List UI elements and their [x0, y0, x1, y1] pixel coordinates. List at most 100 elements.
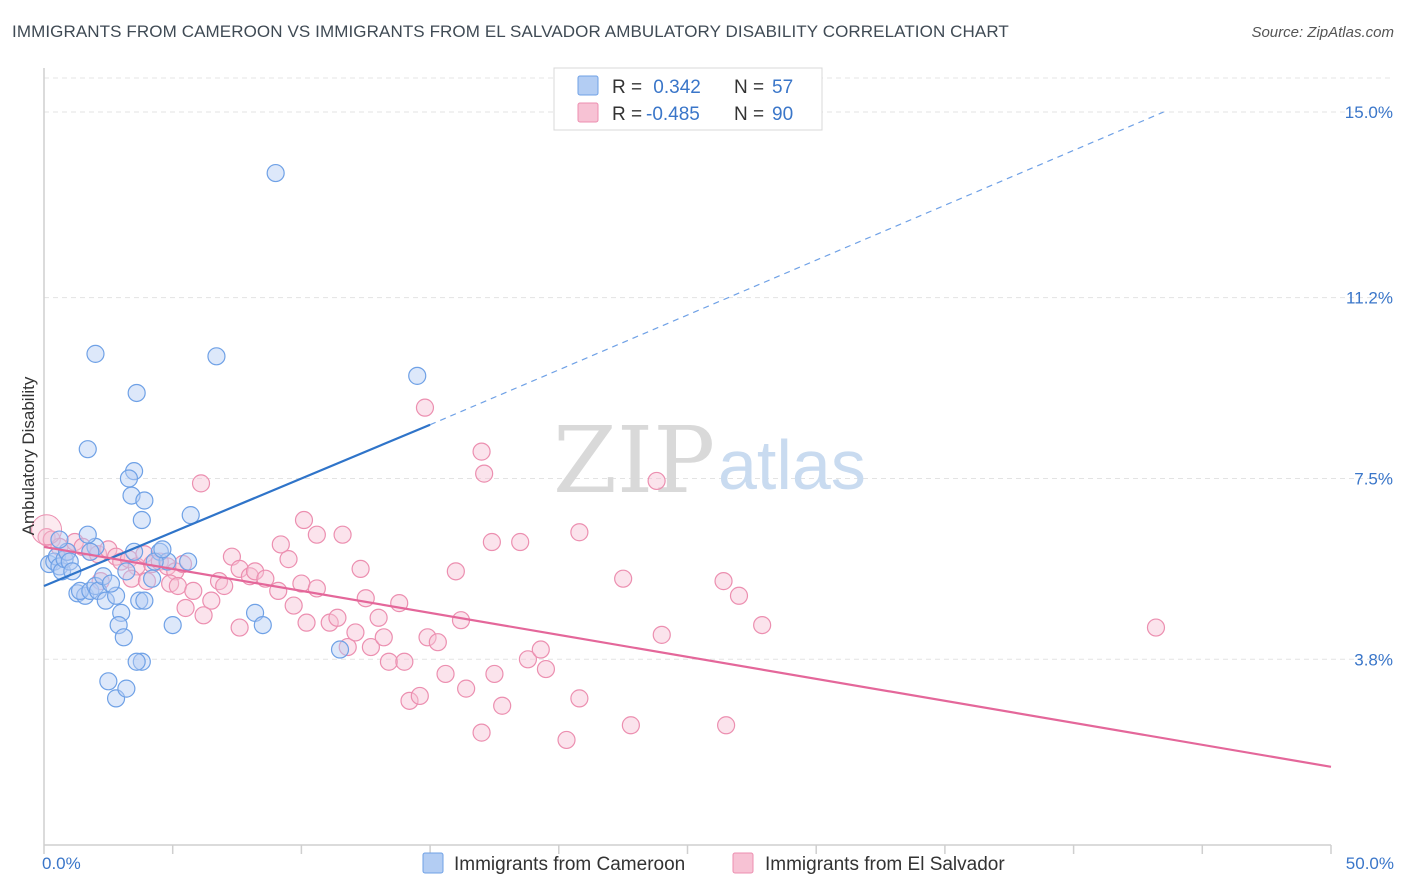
y-axis-title: Ambulatory Disability: [19, 376, 38, 535]
data-point: [472, 723, 491, 742]
data-point: [150, 542, 169, 561]
data-point: [191, 474, 211, 493]
x-axis-ticks: [43, 845, 1332, 854]
data-point: [531, 640, 550, 659]
data-point-cluster: [31, 514, 63, 546]
correlation-legend: R = 0.342 N = 57 R = -0.485 N = 90: [553, 67, 823, 131]
data-point: [176, 598, 195, 618]
data-point: [647, 471, 666, 491]
data-point: [279, 550, 298, 569]
data-point: [163, 615, 182, 635]
legend-pink-r-label: R =: [612, 104, 647, 125]
data-point: [143, 569, 162, 588]
data-point: [415, 398, 435, 417]
y-tick-label: 11.2%: [1346, 289, 1393, 308]
data-point: [408, 366, 427, 385]
legend-blue-r-label: R =: [612, 77, 647, 98]
data-point: [518, 650, 538, 669]
data-point: [81, 542, 100, 561]
data-point: [117, 679, 136, 698]
data-point: [557, 730, 576, 750]
data-point: [717, 716, 736, 735]
data-point: [127, 652, 146, 671]
legend-swatch-pink: [577, 102, 599, 123]
data-point: [78, 525, 97, 544]
data-point: [245, 562, 265, 581]
data-point: [132, 652, 151, 671]
data-point: [614, 569, 633, 588]
data-point: [753, 615, 772, 635]
data-point: [168, 576, 187, 596]
cameroon-points: [40, 163, 427, 708]
y-tick-label: 3.8%: [1354, 650, 1393, 669]
data-point: [153, 540, 172, 559]
bottom-legend-pink-label: Immigrants from El Salvador: [765, 854, 1005, 875]
data-point: [307, 525, 326, 544]
cameroon-trend-line: [43, 423, 431, 588]
data-point: [202, 591, 221, 610]
data-point: [271, 535, 290, 554]
data-point: [94, 567, 113, 586]
legend-blue-n-label: N =: [734, 77, 769, 98]
data-point: [266, 163, 285, 183]
data-point: [328, 608, 347, 627]
el-salvador-points: [31, 398, 1166, 750]
data-point: [114, 628, 133, 647]
data-point: [119, 469, 139, 488]
data-point: [135, 491, 154, 510]
data-point: [361, 637, 380, 657]
data-point: [356, 589, 375, 608]
data-point: [81, 581, 100, 600]
data-point: [99, 672, 118, 691]
data-point: [1146, 618, 1166, 637]
data-point: [493, 696, 512, 715]
data-point: [184, 581, 203, 600]
data-point: [215, 576, 234, 596]
data-point: [436, 664, 455, 684]
y-tick-label: 15.0%: [1345, 103, 1393, 122]
data-point: [330, 640, 350, 659]
data-point: [117, 562, 136, 581]
data-point: [570, 523, 589, 542]
data-point: [475, 464, 494, 483]
data-point: [511, 532, 530, 552]
data-point: [482, 532, 501, 552]
data-point: [135, 591, 154, 610]
el-salvador-trend-line: [43, 545, 1332, 768]
data-point: [230, 559, 249, 578]
data-point: [621, 716, 640, 735]
legend-blue-n-value: 57: [772, 77, 793, 98]
data-point: [410, 686, 429, 706]
data-point: [369, 608, 388, 627]
data-point: [472, 442, 491, 461]
legend-blue-r-value: 0.342: [648, 77, 701, 98]
data-point: [536, 659, 556, 679]
data-point: [374, 628, 393, 647]
watermark-atlas: atlas: [718, 426, 866, 504]
bottom-legend-swatch-pink: [732, 852, 754, 874]
data-point: [446, 562, 465, 581]
data-point: [207, 347, 226, 366]
data-point: [418, 628, 437, 647]
data-point: [101, 574, 121, 593]
data-point: [346, 623, 365, 642]
zipatlas-watermark: ZIP atlas: [553, 407, 866, 514]
legend-pink-n-label: N =: [734, 104, 769, 125]
data-point: [130, 591, 149, 610]
cameroon-trend-extension: [429, 111, 1164, 426]
trend-lines: [43, 111, 1332, 768]
data-point: [570, 689, 589, 708]
data-point: [253, 615, 272, 635]
data-point: [179, 552, 198, 571]
data-point: [86, 344, 105, 363]
y-tick-label: 7.5%: [1354, 469, 1393, 488]
data-point: [194, 606, 213, 625]
data-point: [86, 576, 105, 596]
x-tick-label-max: 50.0%: [1346, 854, 1394, 873]
data-point: [395, 652, 414, 671]
data-point: [485, 664, 504, 684]
data-point: [428, 633, 447, 652]
legend-pink-r-value: -0.485: [646, 104, 700, 125]
legend-box: [553, 67, 823, 131]
